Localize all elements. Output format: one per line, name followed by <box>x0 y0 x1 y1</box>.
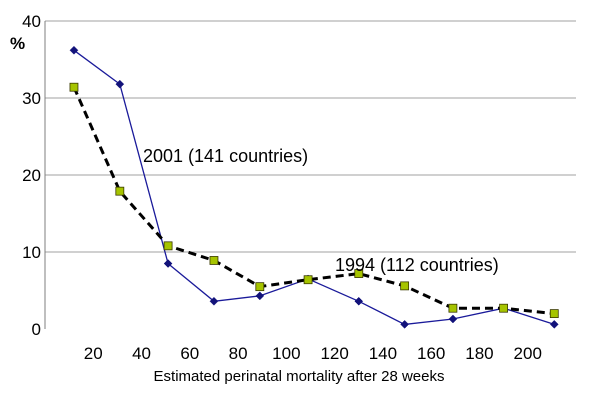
series-line-1 <box>72 86 555 316</box>
point-s1-4 <box>255 282 265 292</box>
y-tick-label-40: 40 <box>22 12 41 31</box>
point-s1-10 <box>549 309 559 319</box>
point-s0-4 <box>255 291 265 301</box>
series-layer <box>69 45 559 329</box>
y-tick-label-0: 0 <box>32 320 41 339</box>
y-tick-label-30: 30 <box>22 89 41 108</box>
point-s0-1 <box>115 79 125 89</box>
point-s1-0 <box>69 82 79 92</box>
x-tick-label-200: 200 <box>514 344 542 363</box>
x-axis-label: Estimated perinatal mortality after 28 w… <box>154 368 445 385</box>
x-tick-label-60: 60 <box>180 344 199 363</box>
point-s0-6 <box>354 296 364 306</box>
point-s1-9 <box>499 303 508 313</box>
labels-layer: 0 10 20 30 40 20 40 60 80 100 120 140 160 180 200 <box>22 12 542 363</box>
annotation-1994: 1994 (112 countries) <box>335 255 499 275</box>
point-s1-2 <box>163 241 173 251</box>
point-s0-2 <box>163 259 173 268</box>
point-s0-7 <box>400 320 409 329</box>
annotation-2001: 2001 (141 countries) <box>143 146 308 166</box>
x-tick-label-40: 40 <box>132 344 151 363</box>
point-s1-6 <box>354 269 364 278</box>
point-s0-10 <box>549 320 559 329</box>
point-s1-1 <box>115 186 125 196</box>
x-tick-label-100: 100 <box>272 344 300 363</box>
y-tick-label-20: 20 <box>22 166 41 185</box>
point-s1-8 <box>448 303 458 313</box>
point-s0-3 <box>209 296 219 306</box>
x-tick-label-140: 140 <box>369 344 397 363</box>
point-s1-3 <box>209 256 219 265</box>
series-line-0 <box>73 49 555 326</box>
grid-lines <box>45 20 576 253</box>
point-s0-0 <box>69 45 79 55</box>
x-tick-label-180: 180 <box>465 344 493 363</box>
point-s1-7 <box>400 281 410 291</box>
x-tick-label-20: 20 <box>84 344 103 363</box>
x-tick-label-120: 120 <box>320 344 348 363</box>
y-axis-label: % <box>10 34 25 53</box>
x-tick-label-80: 80 <box>229 344 248 363</box>
x-tick-label-160: 160 <box>417 344 445 363</box>
point-s1-5 <box>303 275 313 285</box>
y-tick-label-10: 10 <box>22 243 41 262</box>
point-s0-8 <box>448 314 458 324</box>
